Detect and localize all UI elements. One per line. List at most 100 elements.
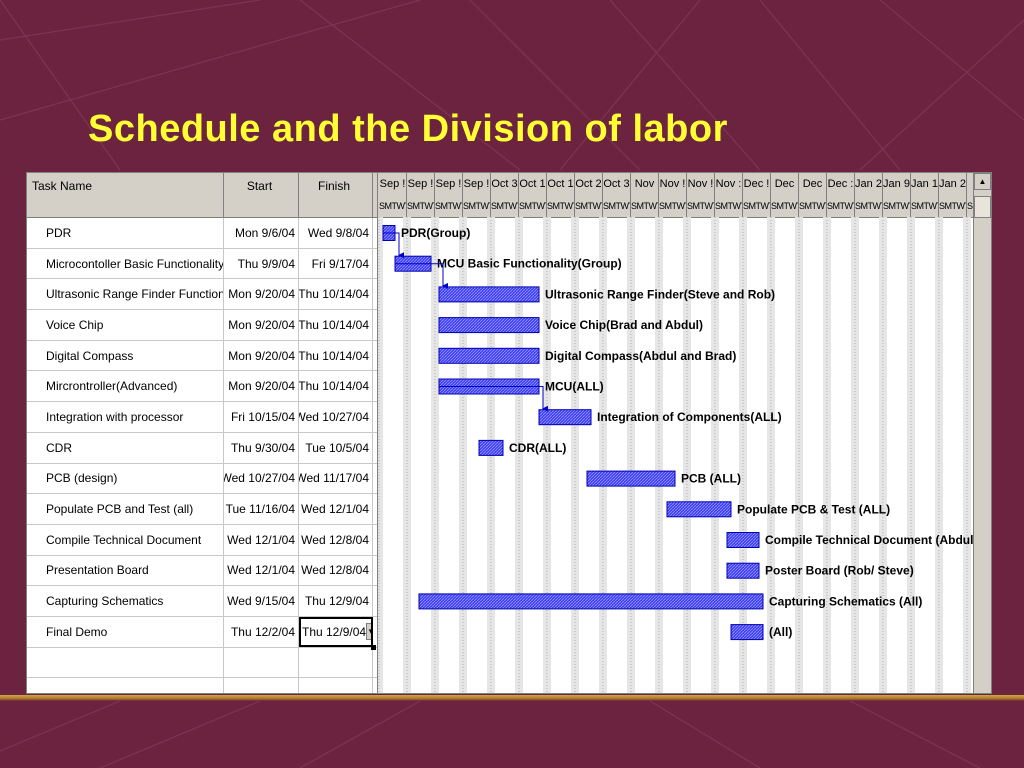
gantt-bar[interactable] <box>586 470 676 487</box>
start-date-cell[interactable]: Mon 9/20/04 <box>224 371 299 402</box>
table-row[interactable]: Mircrontroller(Advanced) Mon 9/20/04 Thu 1… <box>27 371 377 403</box>
week-label: Jan 2 <box>939 173 967 195</box>
start-date-cell[interactable]: Wed 12/1/04 <box>224 524 299 555</box>
table-row[interactable]: PCB (design) Wed 10/27/04 Wed 11/17/04 <box>27 463 377 495</box>
finish-date-cell[interactable]: Fri 9/17/04 <box>299 248 373 279</box>
week-label: Oct 1 <box>519 173 547 195</box>
table-row[interactable]: Presentation Board Wed 12/1/04 Wed 12/8/04 <box>27 555 377 587</box>
start-date-cell[interactable]: Mon 9/20/04 <box>224 310 299 340</box>
table-row[interactable]: Populate PCB and Test (all) Tue 11/16/04 W… <box>27 494 377 525</box>
start-date-cell[interactable]: Wed 10/27/04 <box>224 463 299 494</box>
table-row[interactable] <box>27 647 377 679</box>
gantt-bar[interactable] <box>666 501 732 518</box>
finish-date-cell[interactable] <box>299 647 373 678</box>
gantt-bar-label: Integration of Components(ALL) <box>597 410 782 424</box>
start-date-cell[interactable] <box>224 647 299 678</box>
column-header-start[interactable]: Start <box>224 173 299 217</box>
start-date-cell[interactable]: Thu 9/30/04 <box>224 432 299 463</box>
finish-date-cell[interactable]: Wed 9/8/04 <box>299 218 373 248</box>
finish-date-cell[interactable]: Thu 10/14/04 <box>299 340 373 371</box>
gantt-bar[interactable] <box>730 624 764 641</box>
start-date-cell[interactable]: Thu 9/9/04 <box>224 248 299 279</box>
start-date-cell[interactable]: Mon 9/20/04 <box>224 340 299 371</box>
start-date-cell[interactable]: Mon 9/6/04 <box>224 218 299 248</box>
chevron-down-icon[interactable]: ▼ <box>366 623 371 641</box>
task-name-cell[interactable]: Final Demo <box>27 616 224 647</box>
table-row[interactable]: Compile Technical Document Wed 12/1/04 Wed… <box>27 524 377 556</box>
table-row[interactable]: Voice Chip Mon 9/20/04 Thu 10/14/04 <box>27 310 377 341</box>
gantt-bar[interactable] <box>726 532 760 548</box>
table-row[interactable]: CDR Thu 9/30/04 Tue 10/5/04 <box>27 432 377 464</box>
task-table: Task Name Start Finish PDR Mon 9/6/04 Wed … <box>26 172 378 694</box>
task-name-cell[interactable] <box>27 678 224 693</box>
task-name-cell[interactable] <box>27 647 224 678</box>
day-letters: SMTWTFS <box>715 195 743 217</box>
finish-date-cell[interactable] <box>299 678 373 693</box>
fill-handle[interactable] <box>371 645 376 650</box>
day-letters: SMTWTFS <box>575 195 603 217</box>
finish-date-cell[interactable]: Wed 12/1/04 <box>299 494 373 524</box>
finish-date-cell[interactable]: Thu 10/14/04 <box>299 310 373 340</box>
task-name-cell[interactable]: Microcontoller Basic Functionality <box>27 248 224 279</box>
finish-date-cell[interactable]: Wed 11/17/04 <box>299 463 373 494</box>
task-name-cell[interactable]: Compile Technical Document <box>27 524 224 555</box>
finish-date-cell[interactable]: Thu 12/9/04 <box>299 586 373 616</box>
gantt-bar[interactable] <box>726 562 760 579</box>
task-name-cell[interactable]: CDR <box>27 432 224 463</box>
finish-date-cell[interactable]: Thu 10/14/04 <box>299 279 373 310</box>
day-letters: SMTWTFS <box>967 195 974 217</box>
start-date-cell[interactable]: Thu 12/2/04 <box>224 616 299 647</box>
gantt-bar[interactable] <box>438 317 540 334</box>
gantt-bar[interactable] <box>478 439 504 456</box>
start-date-cell[interactable]: Wed 12/1/04 <box>224 555 299 586</box>
task-name-cell[interactable]: Ultrasonic Range Finder Functionality <box>27 279 224 310</box>
gantt-bar[interactable] <box>438 286 540 303</box>
table-row[interactable]: Capturing Schematics Wed 9/15/04 Thu 12/9/… <box>27 586 377 617</box>
gantt-bar-label: PCB (ALL) <box>681 472 741 486</box>
task-name-cell[interactable]: PCB (design) <box>27 463 224 494</box>
task-name-cell[interactable]: Mircrontroller(Advanced) <box>27 371 224 402</box>
task-name-cell[interactable]: Voice Chip <box>27 310 224 340</box>
finish-date-cell[interactable]: Wed 12/8/04 <box>299 524 373 555</box>
table-row[interactable] <box>27 678 377 693</box>
table-row[interactable]: Digital Compass Mon 9/20/04 Thu 10/14/04 <box>27 340 377 372</box>
task-name-cell[interactable]: PDR <box>27 218 224 248</box>
task-name-cell[interactable]: Capturing Schematics <box>27 586 224 616</box>
gantt-bar[interactable] <box>538 409 592 426</box>
finish-date-cell[interactable]: Thu 10/14/04 <box>299 371 373 402</box>
scroll-up-arrow-icon[interactable]: ▲ <box>974 173 991 190</box>
day-letters: SMTWTFS <box>631 195 659 217</box>
gantt-bar[interactable] <box>438 347 540 364</box>
week-label: Jan 1 <box>911 173 939 195</box>
table-row[interactable]: PDR Mon 9/6/04 Wed 9/8/04 <box>27 218 377 249</box>
start-date-cell[interactable]: Wed 9/15/04 <box>224 586 299 616</box>
footer-rule <box>0 695 1024 701</box>
finish-date-cell[interactable]: Thu 12/9/04▼ <box>299 616 373 647</box>
start-date-cell[interactable] <box>224 678 299 693</box>
task-name-cell[interactable]: Digital Compass <box>27 340 224 371</box>
start-date-cell[interactable]: Mon 9/20/04 <box>224 279 299 310</box>
start-date-cell[interactable]: Fri 10/15/04 <box>224 402 299 432</box>
day-letters: SMTWTFS <box>743 195 771 217</box>
week-label: Dec <box>799 173 827 195</box>
start-date-cell[interactable]: Tue 11/16/04 <box>224 494 299 524</box>
day-letters: SMTWTFS <box>407 195 435 217</box>
table-row[interactable]: Microcontoller Basic Functionality Thu 9/… <box>27 248 377 280</box>
task-name-cell[interactable]: Presentation Board <box>27 555 224 586</box>
vertical-scrollbar[interactable]: ▲ <box>973 173 991 693</box>
task-name-cell[interactable]: Populate PCB and Test (all) <box>27 494 224 524</box>
day-letters: SMTWTFS <box>491 195 519 217</box>
task-name-cell[interactable]: Integration with processor <box>27 402 224 432</box>
column-header-finish[interactable]: Finish <box>299 173 373 217</box>
gantt-bar[interactable] <box>418 593 764 610</box>
finish-date-cell[interactable]: Wed 12/8/04 <box>299 555 373 586</box>
gantt-bar-label: (All) <box>769 625 792 639</box>
table-row[interactable]: Integration with processor Fri 10/15/04 We… <box>27 402 377 433</box>
column-header-task-name[interactable]: Task Name <box>27 173 224 217</box>
finish-date-cell[interactable]: Wed 10/27/04 <box>299 402 373 432</box>
finish-date-cell[interactable]: Tue 10/5/04 <box>299 432 373 463</box>
table-row[interactable]: Ultrasonic Range Finder FunctionalityMon… <box>27 279 377 311</box>
week-label: Jan 9 <box>883 173 911 195</box>
scrollbar-thumb[interactable] <box>974 196 991 218</box>
